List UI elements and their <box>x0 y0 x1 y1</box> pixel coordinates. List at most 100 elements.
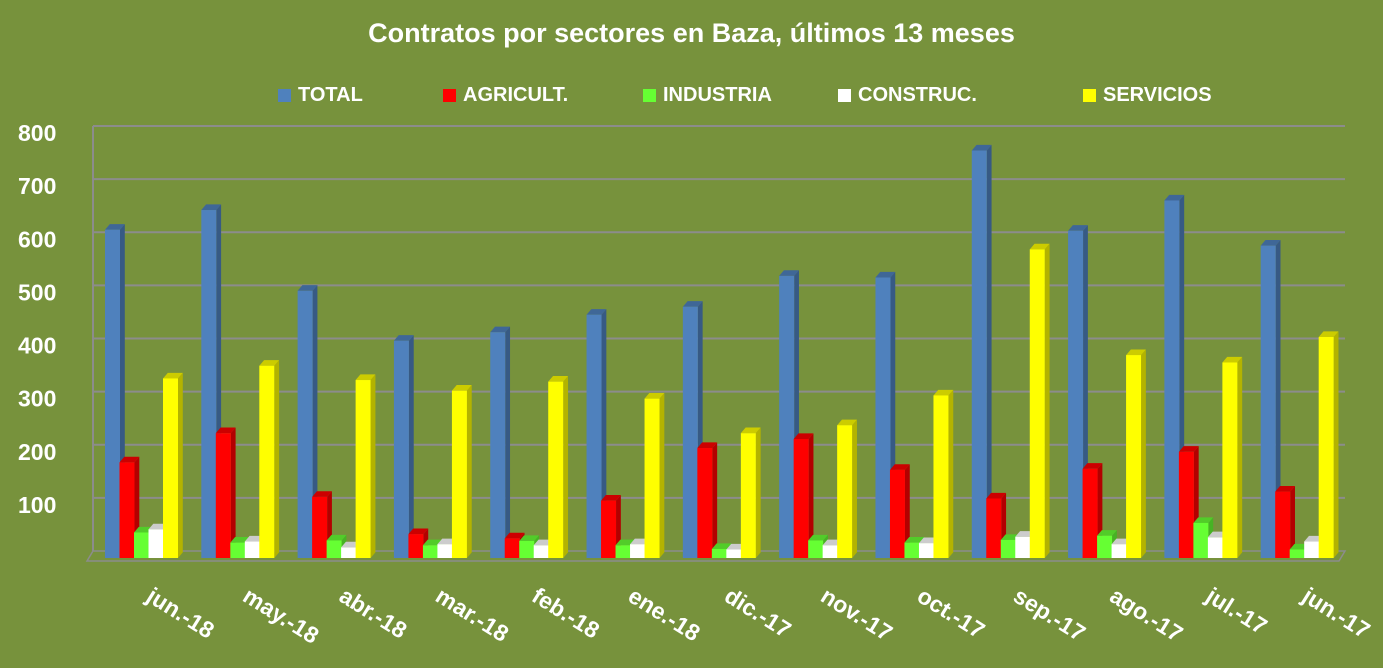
bar-servicios <box>355 380 371 558</box>
bar-side <box>1290 485 1295 558</box>
bar-top <box>1126 349 1146 356</box>
bar-side <box>370 374 376 558</box>
bar-construc <box>1015 536 1031 558</box>
bar-industria <box>1097 535 1113 558</box>
bar-agricult <box>1275 491 1291 558</box>
bar-side <box>948 389 954 558</box>
x-tick-label: ago.-17 <box>1105 582 1187 647</box>
x-tick-label: dic.-17 <box>720 582 796 643</box>
legend-item: AGRICULT. <box>443 84 643 107</box>
bar-industria <box>1000 539 1016 558</box>
bar-top <box>297 285 318 291</box>
x-tick-label: mar.-18 <box>431 582 513 647</box>
bar-top <box>933 389 954 396</box>
bar-side <box>852 419 857 558</box>
bar-industria <box>615 545 631 558</box>
y-tick-label: 400 <box>18 333 56 359</box>
x-tick-label: nov.-17 <box>817 582 898 646</box>
bar-side <box>808 433 814 558</box>
bar-top <box>1260 240 1281 246</box>
legend-swatch <box>643 89 656 102</box>
bar-top <box>105 224 125 230</box>
bar-agricult <box>601 500 617 558</box>
bar-side <box>1237 356 1243 558</box>
bar-top <box>793 433 814 439</box>
bar-top <box>971 144 992 151</box>
bar-industria <box>711 548 727 558</box>
bar-top <box>393 335 414 341</box>
bar-construc <box>533 545 549 558</box>
bar-construc <box>630 544 646 558</box>
bar-top <box>1029 243 1050 250</box>
bar-servicios <box>837 425 853 558</box>
bar-industria <box>326 540 342 558</box>
bar-top <box>259 360 280 366</box>
x-tick-label: jun.-17 <box>1297 582 1374 644</box>
bar-industria <box>904 542 920 558</box>
bar-agricult <box>119 462 135 558</box>
bar-total <box>1260 245 1276 558</box>
bar-construc <box>918 543 934 558</box>
bar-total <box>586 314 602 558</box>
bar-side <box>408 335 414 558</box>
bar-side <box>1333 331 1339 558</box>
bar-top <box>1318 331 1339 337</box>
bar-side <box>274 360 280 558</box>
y-tick-label: 600 <box>18 226 56 252</box>
bar-agricult <box>408 534 424 558</box>
legend-item: SERVICIOS <box>1083 84 1223 107</box>
bar-servicios <box>1029 249 1045 558</box>
bar-total <box>201 210 217 558</box>
legend: TOTAL AGRICULT. INDUSTRIA CONSTRUC. SERVICIO… <box>278 84 1223 107</box>
bar-top <box>312 491 332 497</box>
bar-servicios <box>259 365 275 558</box>
bar-top <box>163 372 183 379</box>
bar-side <box>601 309 607 558</box>
legend-swatch <box>1083 89 1096 102</box>
bar-top <box>215 427 236 434</box>
bar-agricult <box>215 433 231 558</box>
bar-servicios <box>548 381 564 558</box>
bar-top <box>697 442 718 449</box>
legend-label: SERVICIOS <box>1103 84 1212 106</box>
bar-top <box>1068 225 1088 231</box>
bar-construc <box>244 541 260 558</box>
bar-top <box>682 301 703 307</box>
bar-top <box>408 528 429 535</box>
bar-side <box>986 144 992 558</box>
bar-top <box>548 376 569 382</box>
bar-side <box>563 376 569 558</box>
bar-total <box>1068 230 1084 558</box>
bar-top <box>119 456 140 463</box>
legend-swatch <box>278 89 291 102</box>
legend-label: INDUSTRIA <box>663 84 772 106</box>
bar-top <box>490 326 511 333</box>
x-tick-label: feb.-18 <box>528 582 605 643</box>
bar-side <box>1141 349 1146 558</box>
bar-top <box>875 271 896 278</box>
bar-agricult <box>504 538 520 558</box>
x-tick-label: jun.-18 <box>142 582 220 644</box>
bar-top <box>837 419 857 426</box>
bar-industria <box>519 541 535 558</box>
y-tick-label: 100 <box>18 492 56 518</box>
bar-side <box>904 464 910 558</box>
bar-top <box>1082 463 1103 469</box>
bar-construc <box>726 549 742 558</box>
y-tick-label: 500 <box>18 279 56 305</box>
bar-top <box>1164 194 1185 201</box>
bar-construc <box>148 529 164 558</box>
legend-label: TOTAL <box>298 84 363 106</box>
bar-servicios <box>1318 337 1334 558</box>
legend-swatch <box>443 89 456 102</box>
bar-side <box>505 326 511 558</box>
bar-top <box>504 532 525 539</box>
bar-servicios <box>1222 362 1238 558</box>
bar-construc <box>1207 537 1223 558</box>
y-tick-label: 700 <box>18 173 56 199</box>
bar-side <box>1275 240 1281 558</box>
bar-industria <box>808 540 824 558</box>
bar-construc <box>437 544 453 558</box>
bar-top <box>1178 446 1199 452</box>
